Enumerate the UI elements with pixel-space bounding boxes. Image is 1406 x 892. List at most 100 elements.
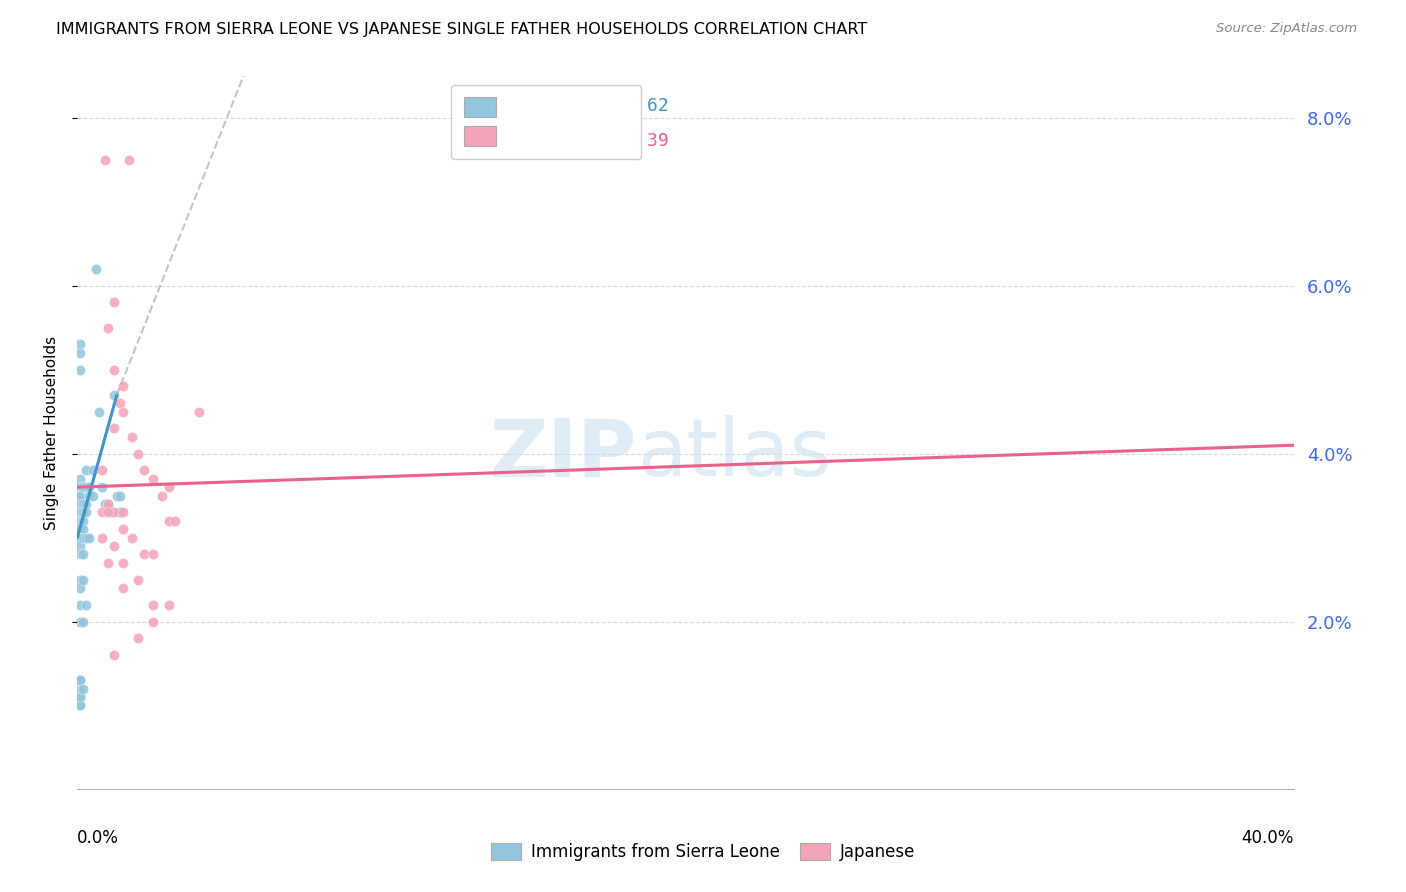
- Point: [90, 463, 112, 477]
- Point: [97, 320, 120, 334]
- Point: [69, 489, 91, 503]
- Point: [69, 505, 91, 519]
- Point: [108, 489, 131, 503]
- Text: ZIP: ZIP: [489, 415, 637, 493]
- Point: [97, 556, 120, 570]
- Point: [90, 480, 112, 494]
- Point: [69, 497, 91, 511]
- Point: [82, 463, 104, 477]
- Point: [103, 421, 125, 435]
- Point: [69, 337, 91, 351]
- Point: [72, 531, 94, 545]
- Point: [103, 295, 125, 310]
- Point: [157, 480, 180, 494]
- Point: [111, 522, 134, 536]
- Point: [72, 615, 94, 629]
- Point: [111, 379, 134, 393]
- Point: [69, 581, 91, 595]
- Point: [103, 505, 125, 519]
- Point: [75, 598, 97, 612]
- Point: [142, 472, 165, 486]
- Point: [69, 615, 91, 629]
- Point: [121, 531, 143, 545]
- Point: [72, 497, 94, 511]
- Point: [90, 531, 112, 545]
- Point: [69, 673, 91, 688]
- Point: [75, 480, 97, 494]
- Point: [111, 556, 134, 570]
- Point: [69, 573, 91, 587]
- Point: [127, 573, 149, 587]
- Point: [75, 497, 97, 511]
- Point: [105, 489, 128, 503]
- Point: [69, 472, 91, 486]
- Point: [75, 463, 97, 477]
- Point: [93, 497, 115, 511]
- Point: [69, 346, 91, 360]
- Point: [87, 404, 110, 418]
- Point: [157, 598, 180, 612]
- Point: [103, 362, 125, 376]
- Point: [108, 505, 131, 519]
- Point: [72, 681, 94, 696]
- Point: [69, 698, 91, 713]
- Point: [97, 505, 120, 519]
- Point: [103, 539, 125, 553]
- Point: [103, 388, 125, 402]
- Text: R = 0.330   N = 62: R = 0.330 N = 62: [472, 97, 668, 115]
- Point: [79, 480, 101, 494]
- Point: [69, 690, 91, 704]
- Point: [72, 505, 94, 519]
- Point: [103, 648, 125, 662]
- Point: [72, 480, 94, 494]
- Point: [121, 430, 143, 444]
- Point: [111, 581, 134, 595]
- Point: [79, 531, 101, 545]
- Point: [79, 489, 101, 503]
- Text: 0.0%: 0.0%: [77, 829, 120, 847]
- Legend: Immigrants from Sierra Leone, Japanese: Immigrants from Sierra Leone, Japanese: [484, 836, 922, 868]
- Point: [75, 505, 97, 519]
- Point: [69, 698, 91, 713]
- Text: IMMIGRANTS FROM SIERRA LEONE VS JAPANESE SINGLE FATHER HOUSEHOLDS CORRELATION CH: IMMIGRANTS FROM SIERRA LEONE VS JAPANESE…: [56, 22, 868, 37]
- Point: [69, 489, 91, 503]
- Point: [127, 447, 149, 461]
- Point: [69, 690, 91, 704]
- Point: [72, 547, 94, 561]
- Point: [142, 598, 165, 612]
- Point: [93, 153, 115, 167]
- Point: [69, 547, 91, 561]
- Point: [69, 531, 91, 545]
- Point: [97, 497, 120, 511]
- Point: [72, 505, 94, 519]
- Point: [82, 489, 104, 503]
- Point: [108, 396, 131, 410]
- Point: [188, 404, 211, 418]
- Point: [69, 598, 91, 612]
- Point: [69, 505, 91, 519]
- Legend: placeholder1, placeholder2: placeholder1, placeholder2: [451, 85, 641, 159]
- Point: [111, 505, 134, 519]
- Text: 40.0%: 40.0%: [1241, 829, 1294, 847]
- Point: [69, 698, 91, 713]
- Point: [69, 681, 91, 696]
- Point: [142, 615, 165, 629]
- Text: R = 0.060   N = 39: R = 0.060 N = 39: [472, 133, 668, 151]
- Point: [134, 547, 156, 561]
- Point: [118, 153, 141, 167]
- Y-axis label: Single Father Households: Single Father Households: [44, 335, 59, 530]
- Point: [69, 531, 91, 545]
- Point: [72, 514, 94, 528]
- Point: [97, 497, 120, 511]
- Point: [72, 573, 94, 587]
- Point: [69, 673, 91, 688]
- Point: [157, 514, 180, 528]
- Point: [152, 489, 174, 503]
- Point: [163, 514, 186, 528]
- Point: [90, 505, 112, 519]
- Point: [69, 673, 91, 688]
- Point: [69, 362, 91, 376]
- Point: [127, 632, 149, 646]
- Point: [134, 463, 156, 477]
- Point: [69, 480, 91, 494]
